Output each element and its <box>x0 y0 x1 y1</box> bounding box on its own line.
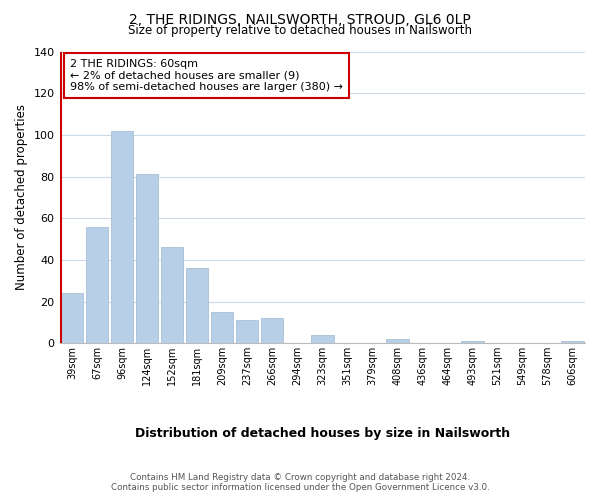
Bar <box>386 339 409 343</box>
Text: Size of property relative to detached houses in Nailsworth: Size of property relative to detached ho… <box>128 24 472 37</box>
Bar <box>211 312 233 343</box>
Bar <box>561 341 584 343</box>
Bar <box>136 174 158 343</box>
Bar <box>311 335 334 343</box>
Text: Contains HM Land Registry data © Crown copyright and database right 2024.
Contai: Contains HM Land Registry data © Crown c… <box>110 473 490 492</box>
Y-axis label: Number of detached properties: Number of detached properties <box>15 104 28 290</box>
Bar <box>86 226 109 343</box>
Bar <box>236 320 259 343</box>
Bar <box>186 268 208 343</box>
Bar <box>161 248 184 343</box>
Bar <box>261 318 283 343</box>
Bar <box>61 293 83 343</box>
X-axis label: Distribution of detached houses by size in Nailsworth: Distribution of detached houses by size … <box>135 427 510 440</box>
Text: 2, THE RIDINGS, NAILSWORTH, STROUD, GL6 0LP: 2, THE RIDINGS, NAILSWORTH, STROUD, GL6 … <box>129 12 471 26</box>
Bar <box>461 341 484 343</box>
Text: 2 THE RIDINGS: 60sqm
← 2% of detached houses are smaller (9)
98% of semi-detache: 2 THE RIDINGS: 60sqm ← 2% of detached ho… <box>70 59 343 92</box>
Bar <box>111 130 133 343</box>
